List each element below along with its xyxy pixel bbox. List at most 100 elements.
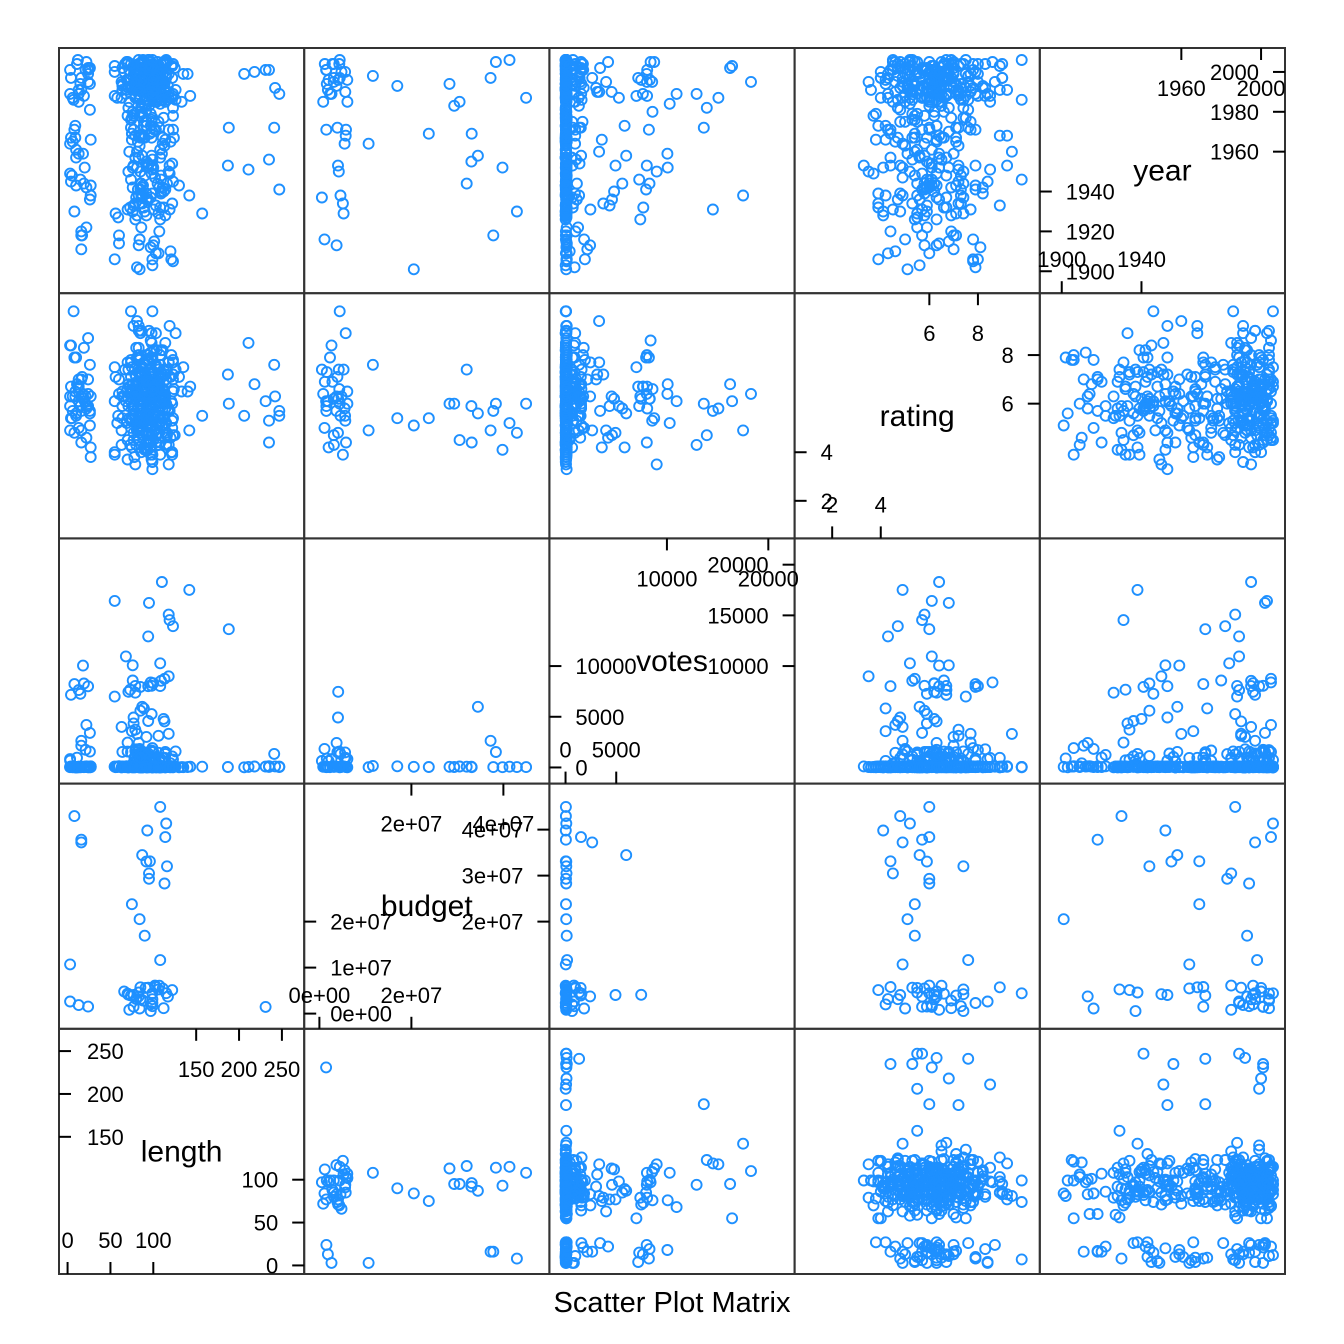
data-point bbox=[1249, 836, 1262, 849]
data-point bbox=[181, 385, 194, 398]
data-point bbox=[560, 143, 572, 156]
data-point bbox=[925, 594, 938, 607]
data-point bbox=[908, 929, 921, 942]
data-point bbox=[947, 243, 960, 256]
data-point bbox=[913, 259, 926, 272]
data-point bbox=[633, 173, 646, 186]
data-point bbox=[661, 378, 674, 391]
data-point bbox=[153, 181, 166, 194]
data-point bbox=[471, 700, 484, 713]
data-point bbox=[318, 1163, 331, 1176]
data-point bbox=[712, 91, 725, 104]
panel-border-length-vs-votes bbox=[548, 1027, 796, 1276]
data-point bbox=[259, 63, 272, 76]
data-point bbox=[340, 436, 352, 449]
data-point bbox=[259, 1000, 272, 1013]
data-point bbox=[332, 685, 345, 698]
data-point bbox=[663, 417, 676, 430]
data-point bbox=[75, 243, 88, 256]
data-point bbox=[1201, 448, 1214, 461]
panel-border-length-vs-budget bbox=[303, 1027, 551, 1276]
data-point bbox=[559, 111, 572, 124]
data-point bbox=[933, 193, 946, 206]
data-point bbox=[407, 1187, 420, 1200]
data-point bbox=[877, 161, 890, 174]
data-point bbox=[560, 1124, 573, 1137]
data-point bbox=[222, 397, 235, 410]
data-point bbox=[77, 147, 89, 160]
data-point bbox=[1143, 704, 1156, 717]
data-point bbox=[1233, 650, 1246, 663]
data-point bbox=[465, 127, 478, 140]
data-point bbox=[108, 594, 121, 607]
data-point bbox=[930, 239, 943, 252]
data-point bbox=[127, 60, 140, 72]
data-point bbox=[988, 1238, 1001, 1251]
data-point bbox=[69, 119, 82, 132]
data-point bbox=[407, 760, 420, 773]
data-point bbox=[163, 159, 176, 172]
data-point bbox=[670, 395, 683, 408]
data-point bbox=[661, 1194, 674, 1207]
data-point bbox=[126, 659, 139, 672]
data-point bbox=[993, 1151, 1006, 1164]
data-point bbox=[586, 836, 599, 849]
data-point bbox=[82, 332, 95, 345]
data-point bbox=[82, 1000, 95, 1013]
data-point bbox=[333, 305, 346, 318]
data-point bbox=[886, 867, 899, 880]
data-point bbox=[1107, 390, 1120, 403]
data-point bbox=[238, 67, 251, 80]
data-point bbox=[877, 205, 890, 218]
data-point bbox=[644, 56, 657, 68]
data-point bbox=[484, 734, 497, 747]
data-point bbox=[894, 810, 907, 823]
data-point bbox=[643, 177, 656, 190]
data-point bbox=[78, 161, 91, 174]
data-point bbox=[877, 209, 890, 222]
data-point bbox=[333, 58, 346, 70]
data-point bbox=[969, 183, 982, 196]
data-point bbox=[872, 984, 885, 997]
data-point bbox=[959, 690, 972, 703]
data-point bbox=[391, 760, 404, 773]
data-point bbox=[1005, 727, 1018, 740]
data-point bbox=[142, 193, 155, 206]
data-point bbox=[620, 149, 633, 162]
data-point bbox=[942, 1072, 955, 1085]
data-point bbox=[964, 123, 977, 136]
data-point bbox=[952, 175, 965, 188]
data-point bbox=[125, 898, 138, 911]
panel-border-votes-vs-length bbox=[58, 537, 306, 785]
data-point bbox=[152, 207, 165, 220]
data-point bbox=[606, 193, 618, 206]
data-point bbox=[879, 702, 892, 715]
data-point bbox=[882, 630, 894, 643]
data-point bbox=[263, 436, 275, 449]
data-point bbox=[979, 1243, 992, 1256]
data-point bbox=[82, 67, 95, 80]
data-point bbox=[496, 1179, 509, 1192]
data-point bbox=[259, 395, 272, 408]
data-point bbox=[1183, 958, 1196, 971]
data-point bbox=[108, 253, 121, 266]
data-point bbox=[1087, 742, 1100, 755]
data-point bbox=[154, 954, 167, 967]
data-point bbox=[1057, 419, 1070, 432]
data-point bbox=[896, 161, 909, 174]
data-point bbox=[1015, 173, 1028, 186]
data-point bbox=[133, 233, 146, 246]
data-point bbox=[578, 233, 591, 246]
data-point bbox=[986, 676, 999, 689]
data-point bbox=[340, 123, 352, 136]
data-point bbox=[648, 56, 661, 68]
data-point bbox=[1267, 817, 1279, 830]
data-point bbox=[84, 451, 97, 464]
data-point bbox=[407, 419, 420, 432]
data-point bbox=[520, 1166, 533, 1179]
data-point bbox=[933, 129, 946, 142]
data-point bbox=[487, 229, 500, 242]
data-point bbox=[263, 63, 275, 76]
data-point bbox=[920, 855, 933, 868]
data-point bbox=[993, 981, 1006, 994]
